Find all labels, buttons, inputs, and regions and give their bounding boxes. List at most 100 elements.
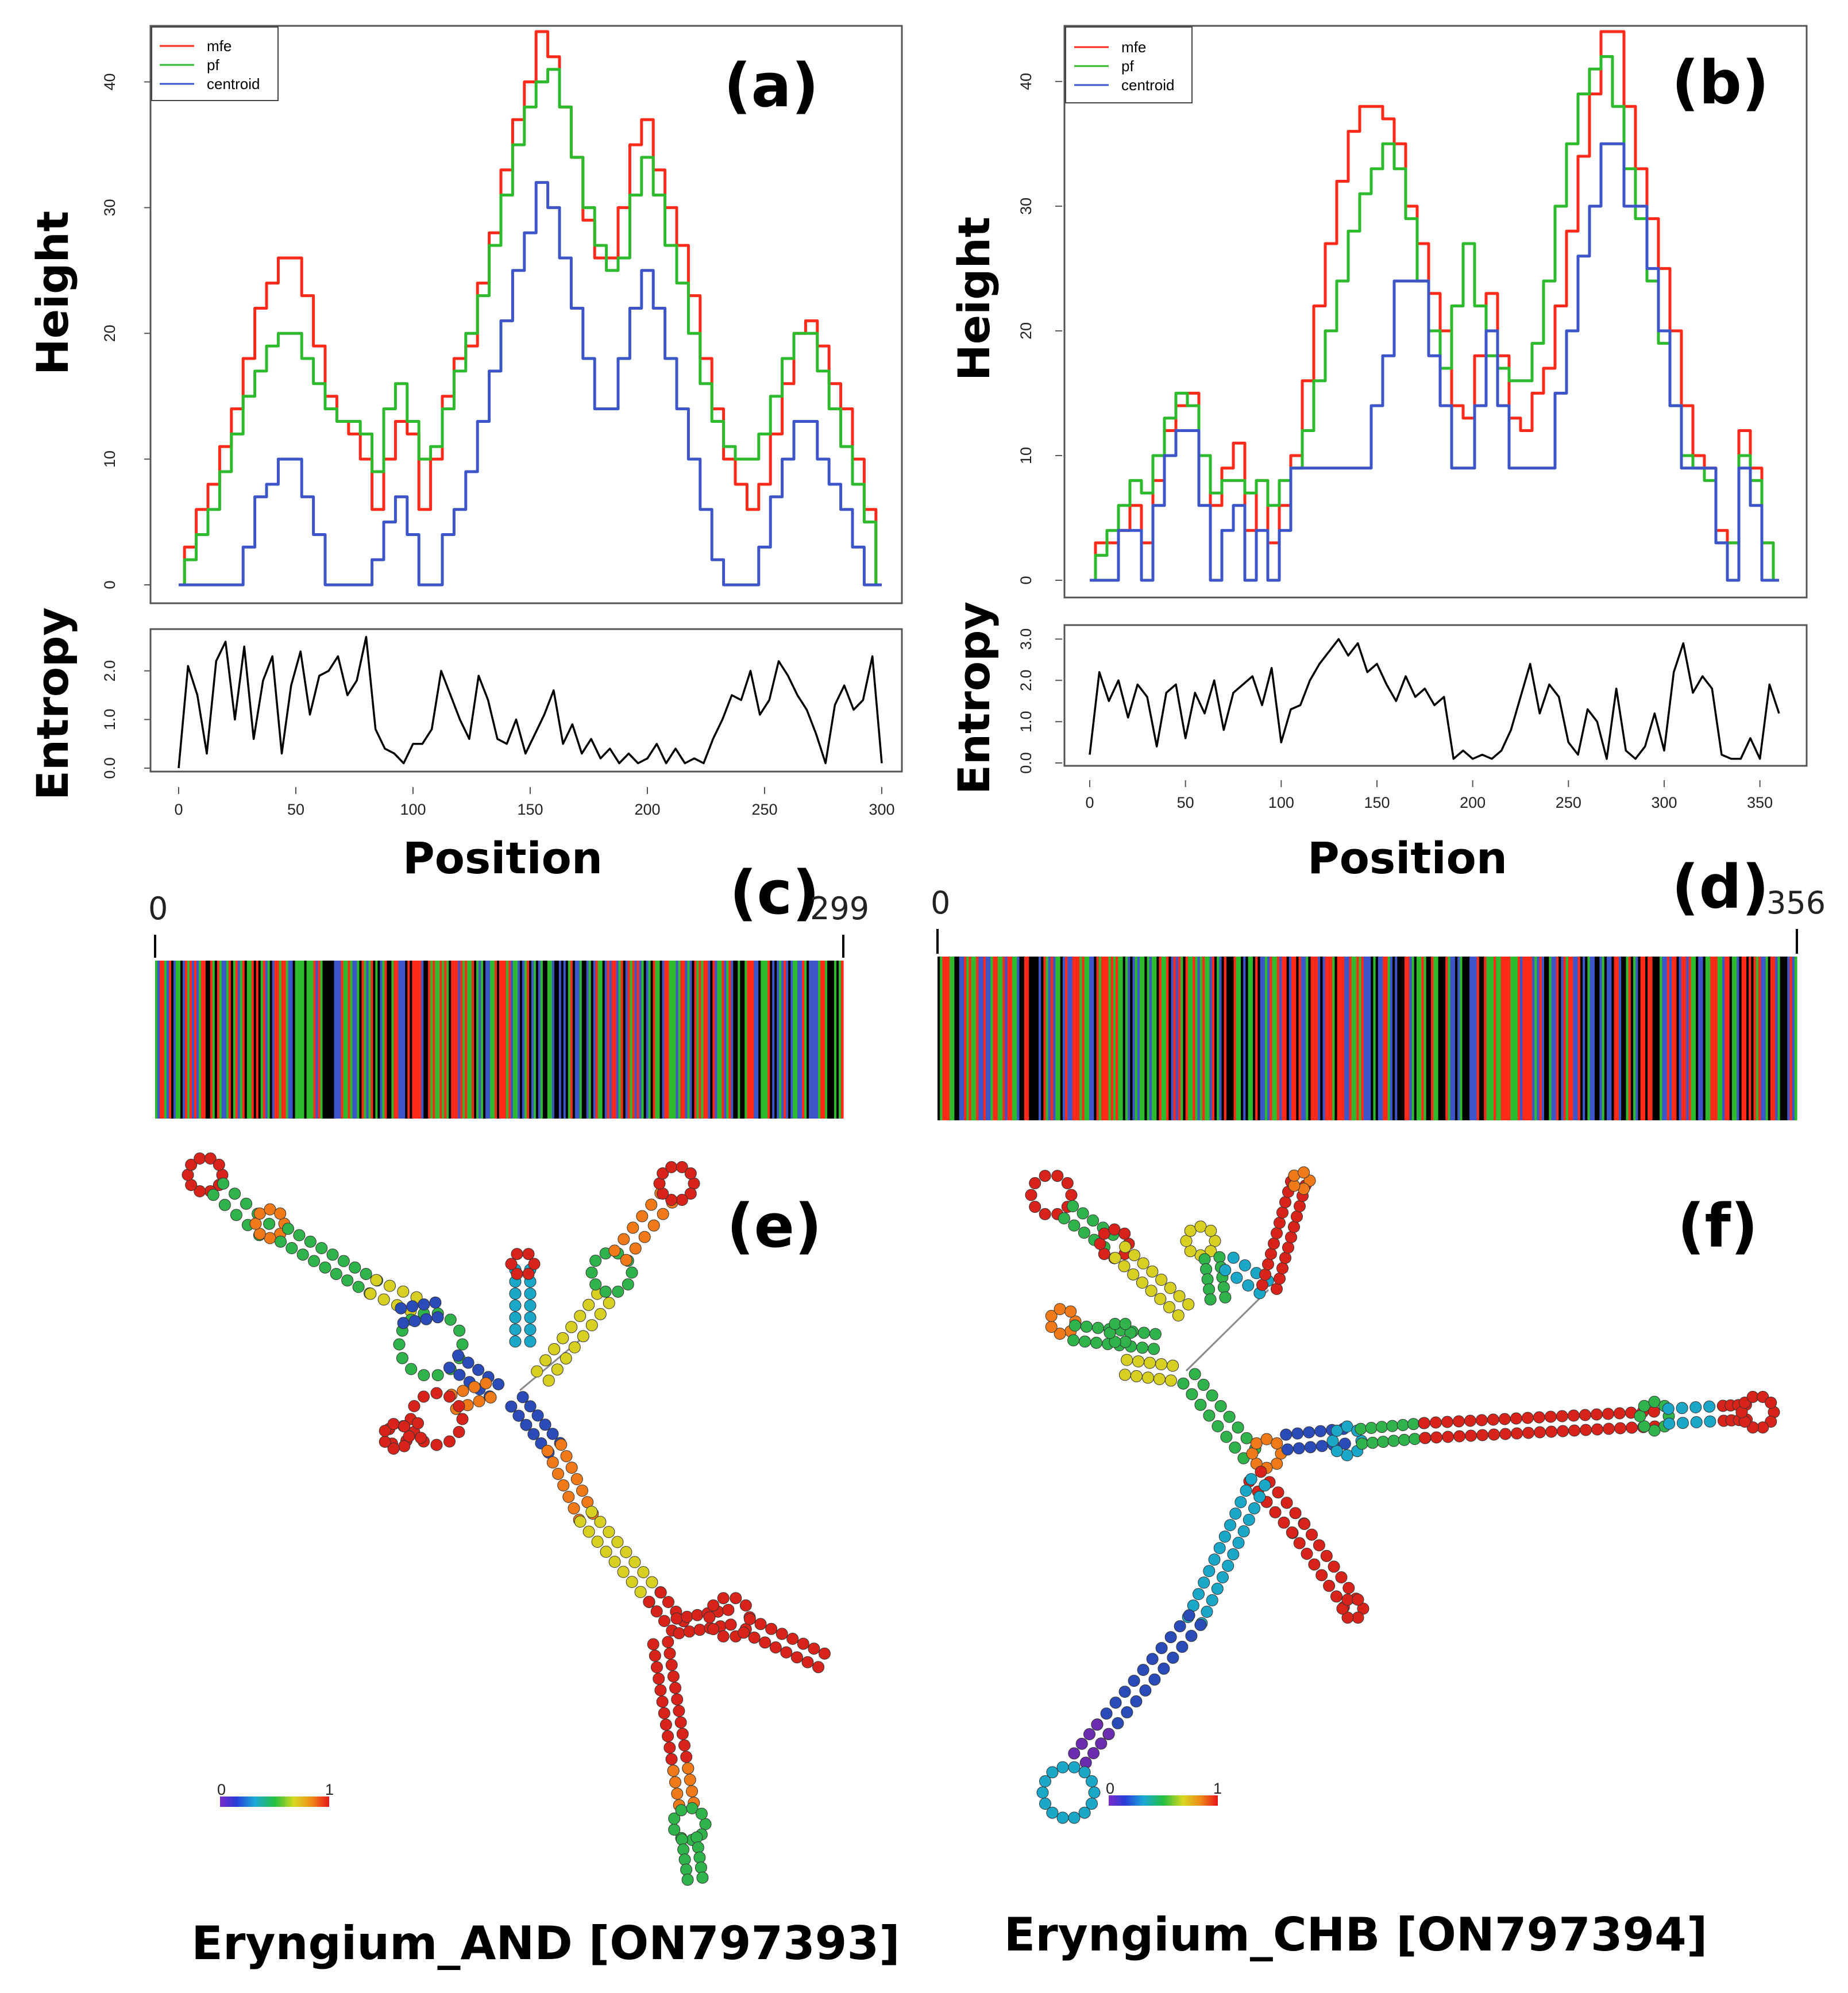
- barcode-stripe: [442, 961, 445, 1119]
- barcode-stripe: [1602, 957, 1605, 1120]
- nucleotide: [1087, 1747, 1099, 1759]
- barcode-stripe: [1282, 957, 1285, 1120]
- nucleotide: [591, 1536, 604, 1548]
- barcode-stripe: [414, 961, 417, 1119]
- y-tick-label: 10: [101, 450, 118, 468]
- nucleotide: [352, 1281, 365, 1293]
- barcode-stripe: [320, 961, 323, 1119]
- nucleotide: [360, 1268, 372, 1280]
- nucleotide: [1269, 1506, 1282, 1518]
- nucleotide: [1109, 1252, 1121, 1265]
- barcode-stripe: [354, 961, 358, 1119]
- entropy-tick-label: 2.0: [101, 660, 118, 682]
- barcode-stripe: [614, 961, 617, 1119]
- barcode-stripe: [1472, 957, 1475, 1120]
- barcode-stripe: [1132, 957, 1136, 1120]
- y-axis-label-height: Height: [27, 211, 78, 375]
- x-tick-label: 200: [634, 801, 660, 818]
- nucleotide: [304, 1235, 317, 1248]
- barcode-stripe: [249, 961, 252, 1119]
- barcode-stripe: [1777, 957, 1781, 1120]
- barcode-stripe: [1787, 957, 1791, 1120]
- nucleotide: [603, 1297, 615, 1309]
- barcode-stripe: [813, 961, 816, 1119]
- nucleotide: [1304, 1441, 1317, 1454]
- barcode-stripe: [1479, 957, 1482, 1120]
- barcode-stripe: [1373, 957, 1376, 1120]
- nucleotide: [1557, 1425, 1569, 1437]
- nucleotide: [627, 1221, 639, 1234]
- barcode-stripe: [1187, 957, 1191, 1120]
- nucleotide: [1298, 1518, 1311, 1531]
- nucleotide: [1441, 1416, 1453, 1428]
- legend-label-mfe: mfe: [1121, 38, 1146, 56]
- barcode-stripe: [198, 961, 202, 1119]
- nucleotide: [570, 1473, 583, 1486]
- barcode-stripe: [1260, 957, 1263, 1120]
- barcode-stripe: [947, 957, 950, 1120]
- nucleotide: [1288, 1179, 1301, 1192]
- barcode-stripe: [519, 961, 523, 1119]
- barcode-stripe: [276, 961, 280, 1119]
- barcode-stripe: [1116, 957, 1118, 1120]
- nucleotide: [651, 1661, 663, 1674]
- barcode-stripe: [465, 961, 468, 1119]
- nucleotide: [522, 1248, 535, 1260]
- nucleotide: [443, 1390, 456, 1403]
- nucleotide: [1336, 1602, 1349, 1615]
- nucleotide: [1167, 1651, 1179, 1664]
- nucleotide: [608, 1556, 621, 1568]
- nucleotide: [1229, 1508, 1242, 1520]
- barcode-stripe: [1527, 957, 1530, 1120]
- nucleotide: [1155, 1274, 1168, 1286]
- barcode-stripe: [765, 961, 768, 1119]
- caption-eryngium-chb: Eryngium_CHB [ON797394]: [1004, 1908, 1708, 1961]
- barcode-stripe: [1491, 957, 1494, 1120]
- nucleotide: [1194, 1220, 1207, 1233]
- barcode-stripe: [1522, 957, 1526, 1120]
- nucleotide: [673, 1627, 685, 1640]
- nucleotide: [1136, 1341, 1149, 1354]
- barcode-stripe: [191, 961, 195, 1119]
- barcode-stripe: [1666, 957, 1670, 1120]
- barcode-stripe: [416, 961, 419, 1119]
- barcode-stripe: [1595, 957, 1598, 1120]
- barcode-stripe: [1390, 957, 1393, 1120]
- nucleotide: [522, 1267, 535, 1280]
- barcode-stripe: [1130, 957, 1133, 1120]
- barcode-stripe: [288, 961, 291, 1119]
- barcode-stripe: [1452, 957, 1456, 1120]
- barcode-stripe: [1508, 957, 1511, 1120]
- barcode-stripe: [715, 961, 717, 1119]
- nucleotide: [1301, 1548, 1313, 1560]
- barcode-stripe: [196, 961, 199, 1119]
- barcode-stripe: [570, 961, 573, 1119]
- barcode-stripe: [433, 961, 435, 1119]
- barcode-stripe: [625, 961, 628, 1119]
- barcode-stripe: [1392, 957, 1395, 1120]
- barcode-stripe: [634, 961, 638, 1119]
- nucleotide: [384, 1279, 396, 1292]
- barcode-stripe: [1792, 957, 1795, 1120]
- nucleotide: [692, 1841, 704, 1854]
- barcode-stripe: [726, 961, 729, 1119]
- barcode-stripe: [616, 961, 619, 1119]
- nucleotide: [693, 1624, 706, 1636]
- nucleotide: [673, 1705, 685, 1717]
- barcode-stripe: [329, 961, 333, 1119]
- nucleotide: [1488, 1428, 1500, 1441]
- nucleotide: [1213, 1251, 1226, 1263]
- barcode-stripe: [1782, 957, 1785, 1120]
- barcode-stripe: [1033, 957, 1037, 1120]
- barcode-stripe: [364, 961, 366, 1119]
- nucleotide: [1230, 1271, 1243, 1284]
- barcode-stripe: [1739, 957, 1742, 1120]
- nucleotide: [492, 1378, 505, 1390]
- barcode-stripe: [1243, 957, 1246, 1120]
- barcode-stripe: [508, 961, 511, 1119]
- nucleotide: [1121, 1354, 1133, 1366]
- nucleotide: [557, 1479, 570, 1491]
- barcode-stripe: [841, 961, 844, 1119]
- barcode-stripe: [1482, 957, 1484, 1120]
- nucleotide: [1511, 1427, 1523, 1440]
